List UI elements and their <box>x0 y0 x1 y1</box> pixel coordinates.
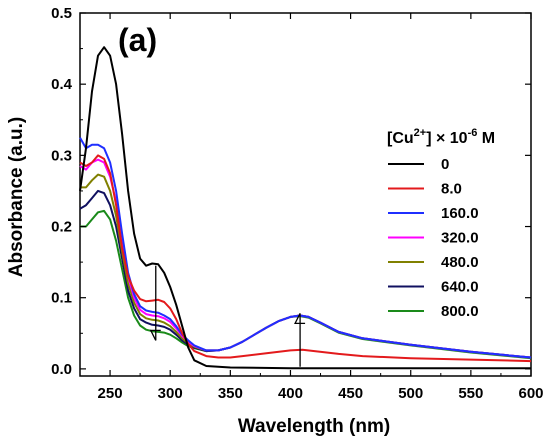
legend-title-prefix: [Cu <box>387 130 414 147</box>
series-line-160.0 <box>79 137 532 359</box>
annotation-layer <box>149 265 306 367</box>
x-tick-label: 500 <box>398 385 423 402</box>
legend-title-exponent: -6 <box>468 127 478 139</box>
y-tick-label: 0.1 <box>51 290 72 307</box>
y-tick-label: 0.0 <box>51 361 72 378</box>
arrow-head <box>149 329 161 341</box>
legend-label-320.0: 320.0 <box>441 230 479 247</box>
plot-border <box>79 12 532 377</box>
y-tick-label: 0.2 <box>51 219 72 236</box>
y-tick-label: 0.4 <box>51 76 73 93</box>
series-line-8.0 <box>79 154 532 363</box>
x-tick-label: 550 <box>458 385 483 402</box>
legend-label-480.0: 480.0 <box>441 254 479 271</box>
legend-title: [Cu2+] × 10-6 M <box>387 127 495 147</box>
legend: [Cu2+] × 10-6 M 0 8.0 160.0 320.0 480.0 640.0… <box>387 127 495 320</box>
x-tick-label: 300 <box>158 385 183 402</box>
x-tick-label: 250 <box>98 385 123 402</box>
x-tick-label: 450 <box>338 385 363 402</box>
y-axis: 0.0 0.1 0.2 0.3 0.4 0.5 <box>51 5 531 378</box>
legend-label-8.0: 8.0 <box>441 181 462 198</box>
arrow-head <box>294 313 306 325</box>
legend-label-160.0: 160.0 <box>441 205 479 222</box>
x-axis: 250 300 350 400 450 500 550 600 <box>79 13 544 402</box>
legend-title-charge: 2+ <box>414 127 427 139</box>
x-tick-label: 600 <box>518 385 543 402</box>
legend-items: 0 8.0 160.0 320.0 480.0 640.0 800.0 <box>388 156 479 320</box>
y-tick-label: 0.5 <box>51 5 72 22</box>
x-axis-title: Wavelength (nm) <box>238 416 390 437</box>
x-tick-label: 350 <box>218 385 243 402</box>
legend-title-middle: ] × 10 <box>426 130 467 147</box>
y-tick-label: 0.3 <box>51 147 72 164</box>
legend-title-suffix: M <box>477 130 495 147</box>
series-line-0 <box>79 46 531 370</box>
plot-frame <box>79 12 532 377</box>
y-axis-title: Absorbance (a.u.) <box>6 117 27 277</box>
series-layer <box>79 46 532 370</box>
legend-label-800.0: 800.0 <box>441 303 479 320</box>
x-tick-label: 400 <box>278 385 303 402</box>
panel-label: (a) <box>118 22 157 58</box>
legend-label-640.0: 640.0 <box>441 279 479 296</box>
legend-label-0: 0 <box>441 156 449 173</box>
